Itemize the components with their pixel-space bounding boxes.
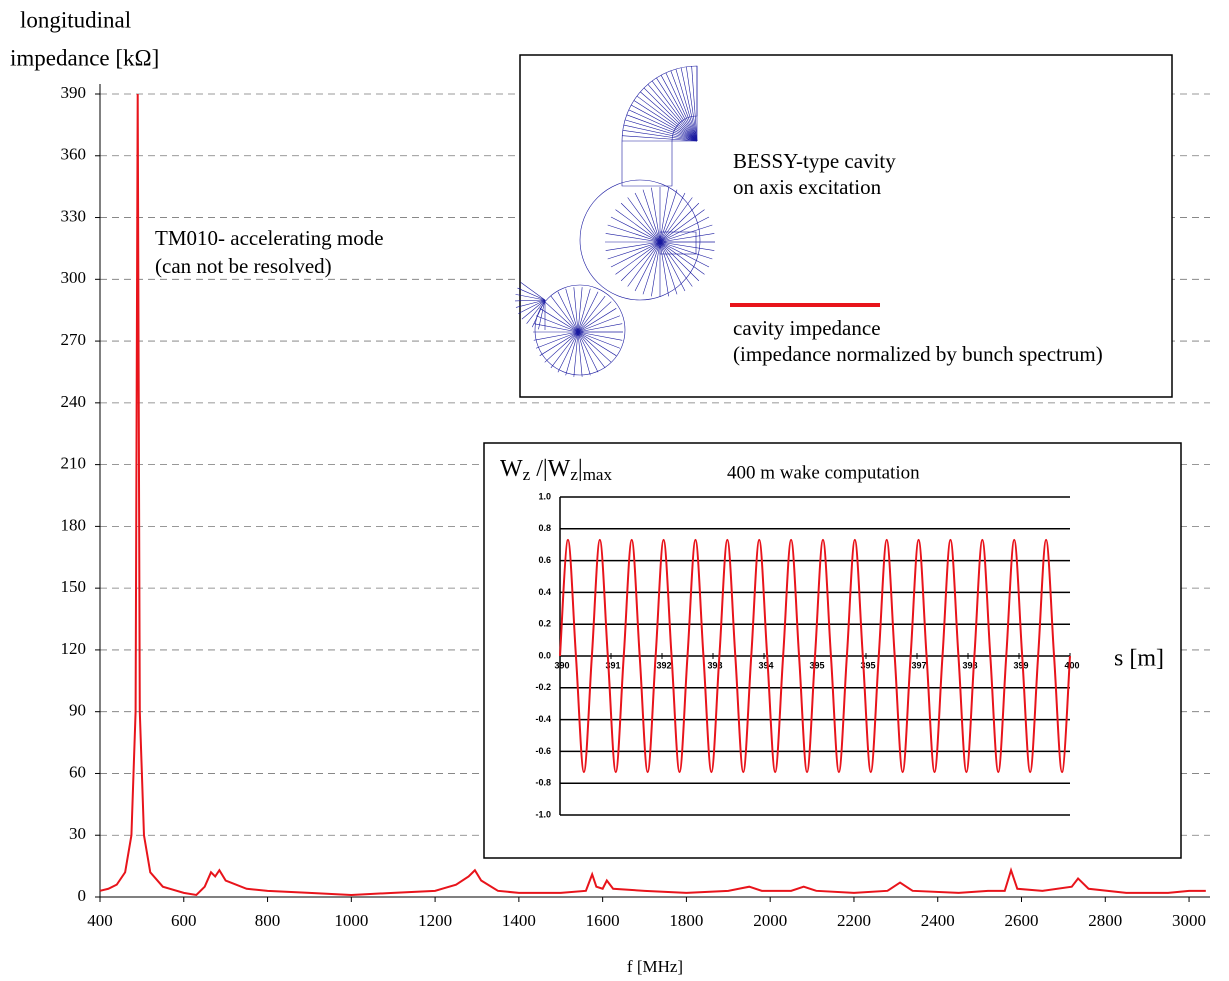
x-axis-label: s [m] (1114, 646, 1164, 672)
y-tick-label: 90 (69, 701, 86, 720)
y-tick-label: 150 (61, 577, 87, 596)
y-axis-label-part: max (583, 465, 613, 484)
x-tick-label: 800 (255, 911, 281, 930)
y-tick-label: -0.4 (535, 714, 551, 724)
inset-box (484, 443, 1181, 858)
x-tick-label: 3000 (1172, 911, 1206, 930)
legend-title: BESSY-type cavity (733, 149, 896, 173)
y-tick-label: 0.2 (538, 619, 551, 629)
y-tick-label: -0.6 (535, 746, 551, 756)
y-tick-label: 30 (69, 824, 86, 843)
y-tick-label: 0.0 (538, 650, 551, 660)
y-tick-label: 270 (61, 330, 87, 349)
y-tick-label: 0.6 (538, 555, 551, 565)
legend-label: cavity impedance (733, 316, 881, 340)
y-tick-label: 210 (61, 454, 87, 473)
annotation: (can not be resolved) (155, 254, 332, 278)
y-tick-label: 300 (61, 268, 87, 287)
x-tick-label: 393 (707, 660, 722, 670)
y-axis-label: longitudinal (20, 7, 131, 32)
y-tick-label: -1.0 (535, 809, 551, 819)
x-tick-label: 1200 (418, 911, 452, 930)
x-tick-label: 397 (911, 660, 926, 670)
y-tick-label: 1.0 (538, 491, 551, 501)
x-tick-label: 1000 (334, 911, 368, 930)
y-tick-label: 0.8 (538, 523, 551, 533)
y-tick-label: 240 (61, 392, 87, 411)
x-tick-label: 400 (1064, 660, 1079, 670)
x-tick-label: 2800 (1088, 911, 1122, 930)
chart: 0 30 60 90 120 150 180 210 240 270 300 330 360 390 400… (0, 0, 1229, 981)
y-tick-label: 180 (61, 515, 87, 534)
x-tick-label: 394 (758, 660, 773, 670)
x-tick-label: 1400 (502, 911, 536, 930)
y-axis-label: impedance [kΩ] (10, 45, 159, 70)
inset-title: 400 m wake computation (727, 462, 920, 483)
annotation: TM010- accelerating mode (155, 226, 384, 250)
legend-note: (impedance normalized by bunch spectrum) (733, 342, 1103, 366)
x-tick-label: 395 (809, 660, 824, 670)
x-tick-label: 2600 (1005, 911, 1039, 930)
x-tick-label: 2000 (753, 911, 787, 930)
y-tick-label: 390 (61, 83, 87, 102)
x-tick-label: 600 (171, 911, 197, 930)
x-tick-label: 398 (962, 660, 977, 670)
x-tick-label: 400 (87, 911, 113, 930)
x-tick-label: 2200 (837, 911, 871, 930)
x-tick-label: 399 (1013, 660, 1028, 670)
x-tick-label: 2400 (921, 911, 955, 930)
x-tick-label: 390 (554, 660, 569, 670)
y-tick-label: 120 (61, 639, 87, 658)
x-tick-label: 1600 (586, 911, 620, 930)
x-axis-label: f [MHz] (627, 957, 683, 976)
y-axis-label-part: /|W (530, 456, 570, 482)
y-tick-label: 330 (61, 206, 87, 225)
legend-title: on axis excitation (733, 175, 882, 199)
y-tick-label: 0.4 (538, 587, 551, 597)
x-tick-label: 392 (656, 660, 671, 670)
y-tick-label: -0.8 (535, 778, 551, 788)
y-tick-label: 60 (69, 762, 86, 781)
y-tick-label: -0.2 (535, 682, 551, 692)
y-tick-label: 0 (78, 886, 87, 905)
x-tick-label: 1800 (669, 911, 703, 930)
y-axis-label-part: W (500, 456, 523, 482)
y-tick-label: 360 (61, 145, 87, 164)
